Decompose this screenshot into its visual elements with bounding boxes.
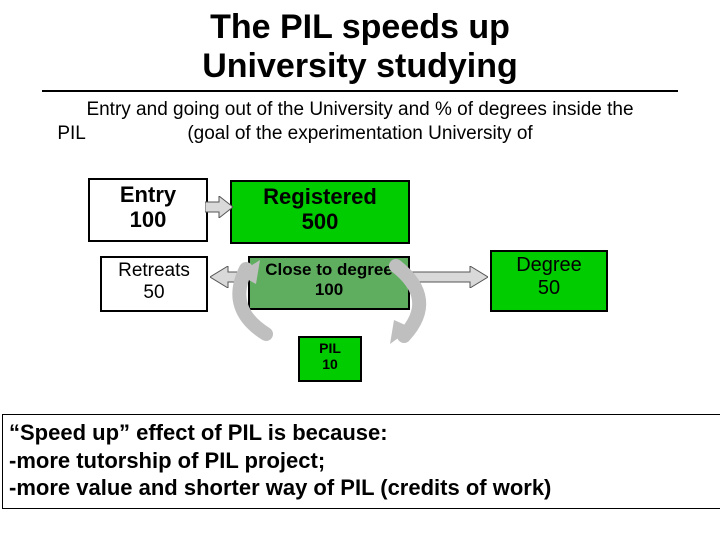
title-line-1: The PIL speeds up [210, 8, 510, 46]
degree-box: Degree 50 [490, 250, 608, 312]
entry-label: Entry [120, 182, 176, 207]
pil-value: 10 [322, 356, 338, 372]
page-title: The PIL speeds up University studying [0, 8, 720, 86]
retreats-label: Retreats [118, 260, 190, 281]
registered-label: Registered [263, 184, 377, 209]
registered-box: Registered 500 [230, 180, 410, 244]
arrow-entry-registered-icon [205, 196, 233, 218]
goal-text: (goal of the experimentation University … [187, 123, 532, 144]
title-line-2: University studying [202, 47, 518, 85]
degree-value: 50 [538, 277, 560, 299]
entry-value: 100 [130, 207, 167, 232]
degree-label: Degree [516, 254, 582, 276]
subtitle: Entry and going out of the University an… [8, 98, 712, 146]
retreats-box: Retreats 50 [100, 256, 208, 312]
subtitle-line-1: Entry and going out of the University an… [86, 99, 633, 120]
effect-line-1: “Speed up” effect of PIL is because: [9, 419, 719, 447]
entry-box: Entry 100 [88, 178, 208, 242]
title-block: The PIL speeds up University studying [0, 8, 720, 86]
pil-hint: PIL [57, 122, 86, 146]
swirl-arrows-icon [226, 244, 436, 354]
effect-line-3: -more value and shorter way of PIL (cred… [9, 474, 719, 502]
registered-value: 500 [302, 209, 339, 234]
effect-box: “Speed up” effect of PIL is because: -mo… [2, 414, 720, 509]
title-underline [42, 90, 678, 92]
effect-line-2: -more tutorship of PIL project; [9, 447, 719, 475]
retreats-value: 50 [143, 282, 164, 303]
